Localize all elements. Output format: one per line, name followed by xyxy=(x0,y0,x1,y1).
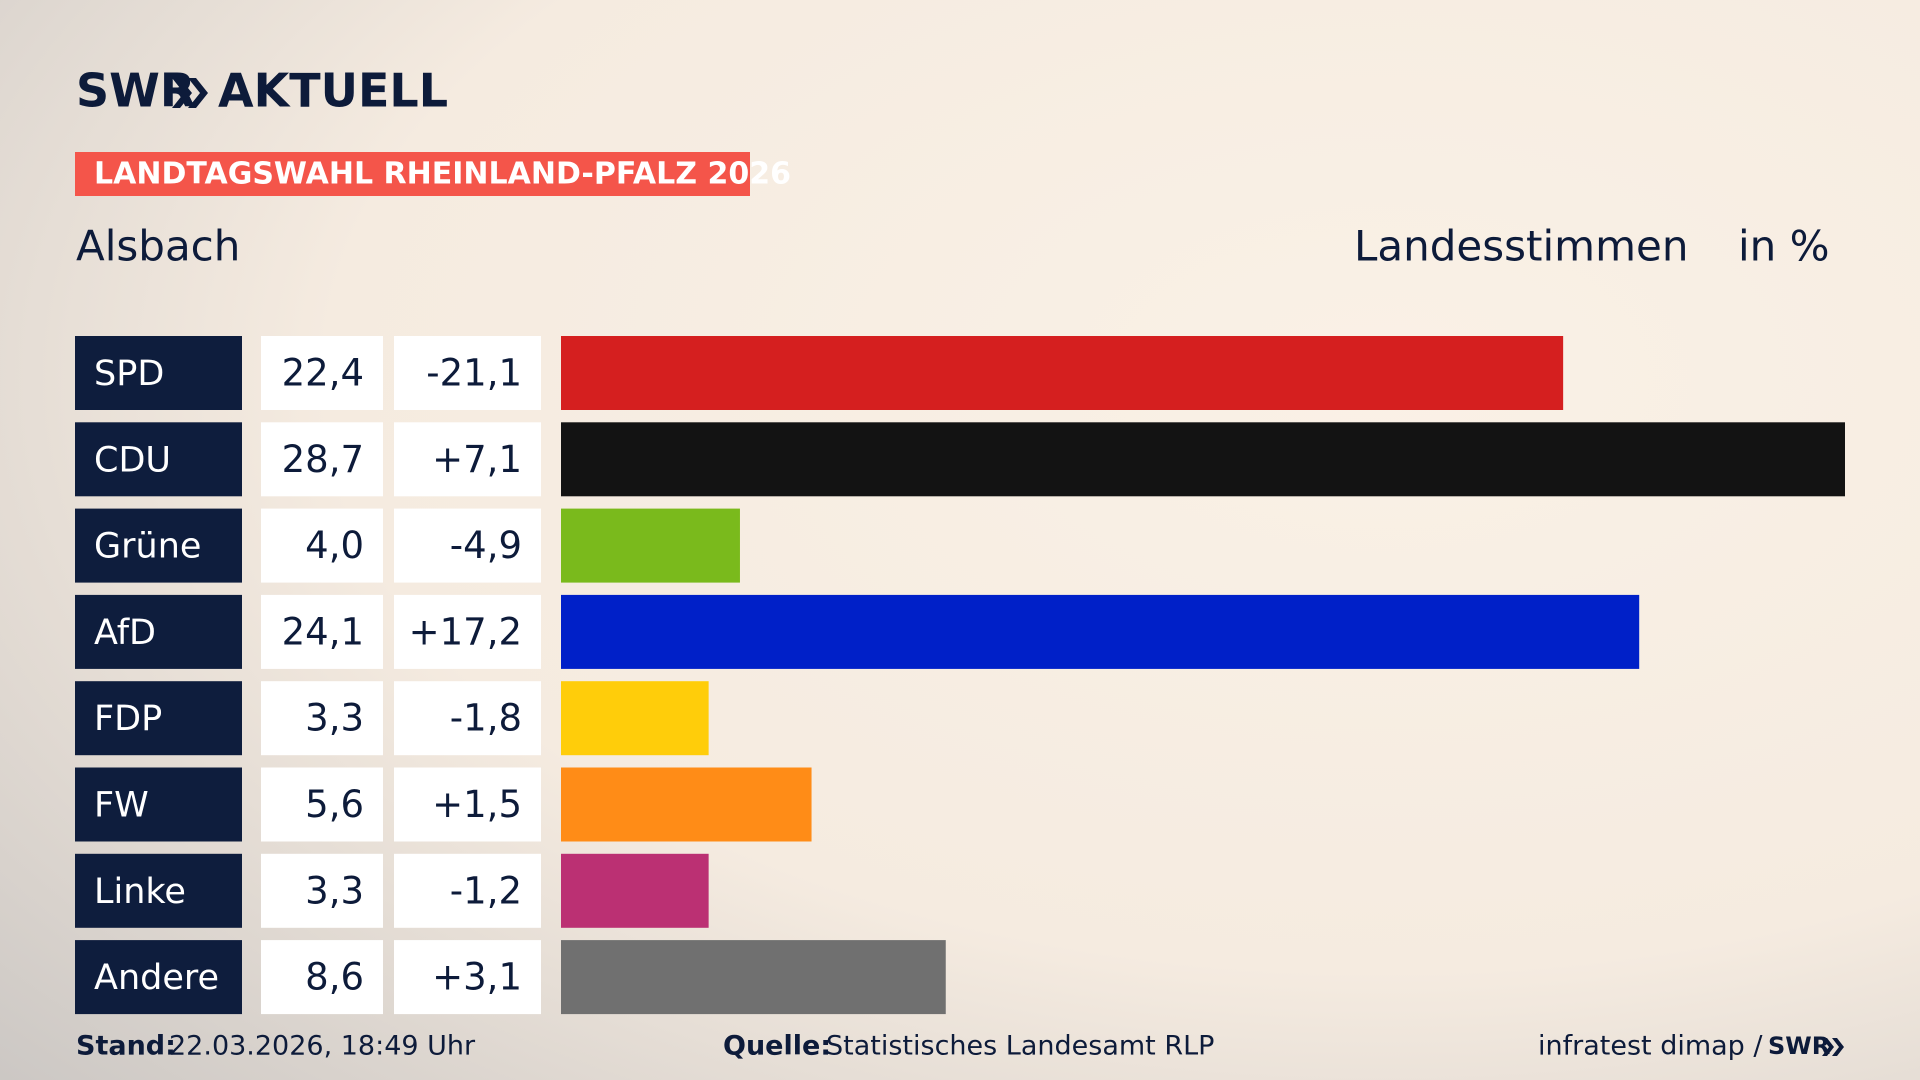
subtitle: Alsbach xyxy=(76,222,240,271)
credit-logo: SWR xyxy=(1768,1032,1830,1060)
value-box xyxy=(261,767,383,842)
party-box xyxy=(75,508,242,583)
value-label: Landesstimmen xyxy=(1354,222,1688,271)
bar xyxy=(561,681,709,756)
value-box xyxy=(261,940,383,1015)
title-box xyxy=(75,152,750,196)
change-label: +1,5 xyxy=(432,783,522,826)
value-box xyxy=(261,853,383,928)
party-box xyxy=(75,681,242,756)
value-label: 24,1 xyxy=(282,610,364,653)
party-box xyxy=(75,940,242,1015)
change-label: -4,9 xyxy=(450,524,522,567)
bar xyxy=(561,853,709,928)
party-box xyxy=(75,336,242,410)
credit: infratest dimap / xyxy=(1538,1031,1763,1062)
party-label: Linke xyxy=(94,872,186,912)
bar xyxy=(561,594,1640,669)
party-label: Andere xyxy=(94,958,219,998)
change-box xyxy=(394,336,541,410)
change-box xyxy=(394,767,541,842)
party-box xyxy=(75,853,242,928)
party-label: CDU xyxy=(94,440,171,480)
value-label: 22,4 xyxy=(282,352,364,395)
change-box xyxy=(394,508,541,583)
change-label: +3,1 xyxy=(432,956,522,999)
date-label: Stand: xyxy=(76,1031,176,1062)
party-box xyxy=(75,767,242,842)
party-label: AfD xyxy=(94,613,156,653)
change-box xyxy=(394,594,541,669)
value-box xyxy=(261,681,383,756)
party-box xyxy=(75,422,242,497)
change-label: -21,1 xyxy=(426,352,522,395)
party-label: FDP xyxy=(94,699,162,739)
change-label: -1,2 xyxy=(450,869,522,912)
source-label: Quelle: xyxy=(723,1031,831,1062)
value-box xyxy=(261,594,383,669)
value-label: 5,6 xyxy=(305,783,364,826)
bar xyxy=(561,422,1845,497)
party-label: Grüne xyxy=(94,527,201,567)
bar xyxy=(561,940,946,1015)
chart-title: LANDTAGSWAHL RHEINLAND-PFALZ 2026 xyxy=(94,157,791,192)
logo: SWR xyxy=(76,64,195,118)
value-label: 28,7 xyxy=(282,438,364,481)
change-label: +7,1 xyxy=(432,438,522,481)
party-label: SPD xyxy=(94,354,164,394)
party-label: FW xyxy=(94,786,149,826)
change-box xyxy=(394,940,541,1015)
value-label: 3,3 xyxy=(305,869,364,912)
bar xyxy=(561,336,1564,410)
change-label: -1,8 xyxy=(450,697,522,740)
change-box xyxy=(394,853,541,928)
value-label: 8,6 xyxy=(305,956,364,999)
bar xyxy=(561,767,812,842)
source: Statistisches Landesamt RLP xyxy=(826,1031,1214,1062)
value-box xyxy=(261,422,383,497)
party-box xyxy=(75,594,242,669)
unit-label: in % xyxy=(1738,222,1830,271)
value-label: 3,3 xyxy=(305,697,364,740)
date: 22.03.2026, 18:49 Uhr xyxy=(169,1031,476,1062)
change-label: +17,2 xyxy=(409,610,522,653)
value-label: 4,0 xyxy=(305,524,364,567)
credit-chevrons xyxy=(1822,1038,1844,1056)
value-box xyxy=(261,508,383,583)
logo-chevrons xyxy=(172,78,208,108)
change-box xyxy=(394,681,541,756)
change-box xyxy=(394,422,541,497)
logo-section: AKTUELL xyxy=(218,64,448,118)
bar xyxy=(561,508,740,583)
value-box xyxy=(261,336,383,410)
